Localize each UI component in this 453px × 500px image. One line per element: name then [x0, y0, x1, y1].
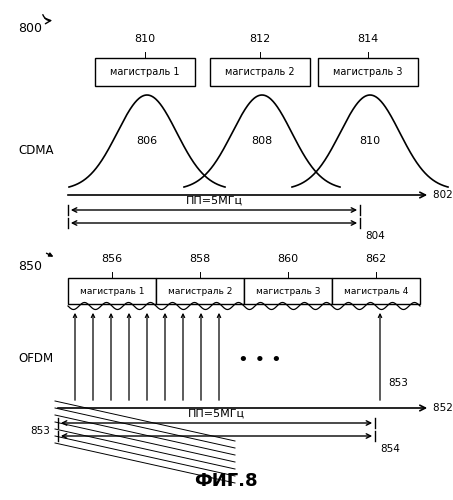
Text: 814: 814 — [357, 34, 379, 44]
Text: CDMA: CDMA — [18, 144, 53, 156]
Bar — [95, 58, 195, 86]
Text: магистраль 4: магистраль 4 — [344, 286, 408, 296]
Text: 858: 858 — [189, 254, 211, 264]
Text: OFDM: OFDM — [18, 352, 53, 364]
Text: магистраль 1: магистраль 1 — [80, 286, 144, 296]
Bar — [68, 278, 156, 304]
Text: магистраль 3: магистраль 3 — [333, 67, 403, 77]
Text: 804: 804 — [365, 231, 385, 241]
Bar — [244, 278, 332, 304]
Text: ПП=5МГц: ПП=5МГц — [185, 196, 242, 206]
Text: • • •: • • • — [238, 351, 282, 369]
Text: 810: 810 — [135, 34, 155, 44]
Text: 862: 862 — [366, 254, 386, 264]
Text: магистраль 2: магистраль 2 — [168, 286, 232, 296]
Text: 860: 860 — [277, 254, 299, 264]
Text: 812: 812 — [249, 34, 270, 44]
Text: 853: 853 — [388, 378, 408, 388]
Bar — [156, 278, 244, 304]
Text: 850: 850 — [18, 260, 42, 273]
Bar — [332, 278, 420, 304]
Text: ПП=5МГц: ПП=5МГц — [188, 409, 245, 419]
Text: 806: 806 — [136, 136, 158, 145]
Text: магистраль 1: магистраль 1 — [110, 67, 180, 77]
Text: 808: 808 — [251, 136, 273, 145]
Text: магистраль 2: магистраль 2 — [225, 67, 295, 77]
Text: 854: 854 — [380, 444, 400, 454]
Bar — [318, 58, 418, 86]
Text: 853: 853 — [30, 426, 50, 436]
Bar — [210, 58, 310, 86]
Text: 810: 810 — [359, 136, 381, 145]
Text: магистраль 3: магистраль 3 — [256, 286, 320, 296]
Text: 800: 800 — [18, 22, 42, 35]
Text: ФИГ.8: ФИГ.8 — [194, 472, 258, 490]
Text: 856: 856 — [101, 254, 123, 264]
Text: 852 частота: 852 частота — [433, 403, 453, 413]
Text: 802 частота: 802 частота — [433, 190, 453, 200]
